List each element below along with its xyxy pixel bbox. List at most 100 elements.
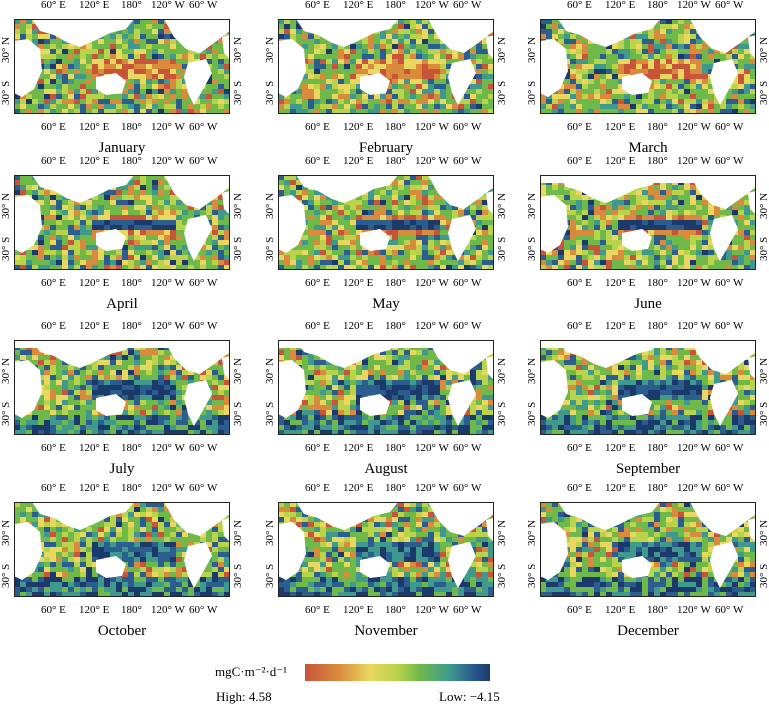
map-september	[540, 340, 756, 435]
colorbar-unit-label: mgC·m⁻²·d⁻¹	[215, 664, 288, 679]
lon-tick-top: 180°	[385, 482, 406, 494]
lon-tick-top: 60° E	[305, 0, 330, 11]
map-february	[278, 19, 494, 114]
lon-tick-bottom: 120° W	[677, 277, 711, 289]
lon-tick-bottom: 60° W	[715, 277, 744, 289]
lon-tick-top: 120° E	[79, 482, 110, 494]
lat-tick-right: 30° N	[758, 519, 769, 546]
lon-tick-bottom: 180°	[385, 442, 406, 454]
lat-tick-left: 30° N	[264, 192, 276, 219]
lon-tick-top: 60° E	[41, 155, 66, 167]
lat-tick-right: 30° S	[496, 236, 508, 261]
lat-tick-left: 30° N	[526, 519, 538, 546]
lon-tick-top: 120° E	[605, 320, 636, 332]
month-title: September	[615, 461, 681, 477]
lat-tick-left: 30° N	[0, 519, 12, 546]
month-title: May	[372, 296, 400, 312]
map-panel	[14, 19, 230, 114]
lon-tick-top: 60° W	[189, 155, 218, 167]
lat-tick-right: 30° N	[496, 36, 508, 63]
lon-tick-top: 120° W	[415, 0, 449, 11]
lon-tick-bottom: 120° E	[79, 442, 110, 454]
lon-tick-bottom: 60° W	[715, 121, 744, 133]
map-panel	[278, 175, 494, 270]
month-title: March	[628, 140, 668, 156]
lon-tick-top: 180°	[121, 155, 142, 167]
lat-tick-right: 30° S	[496, 80, 508, 105]
lon-tick-top: 120° E	[343, 155, 374, 167]
lat-tick-right: 30° N	[758, 357, 769, 384]
lon-tick-bottom: 60° E	[305, 277, 330, 289]
lon-tick-bottom: 120° E	[343, 121, 374, 133]
map-panel	[14, 175, 230, 270]
lat-tick-right: 30° N	[232, 357, 244, 384]
lon-tick-top: 120° W	[151, 0, 185, 11]
lon-tick-bottom: 180°	[121, 604, 142, 616]
lon-tick-bottom: 180°	[385, 277, 406, 289]
map-june	[540, 175, 756, 270]
map-panel	[14, 502, 230, 597]
lon-tick-top: 60° E	[567, 320, 592, 332]
lat-tick-right: 30° S	[758, 401, 769, 426]
lon-tick-bottom: 60° E	[305, 121, 330, 133]
lon-tick-bottom: 120° W	[415, 442, 449, 454]
map-panel	[278, 502, 494, 597]
map-panel	[278, 340, 494, 435]
lon-tick-bottom: 120° E	[343, 442, 374, 454]
map-october	[14, 502, 230, 597]
lat-tick-left: 30° S	[526, 401, 538, 426]
lon-tick-top: 60° E	[41, 320, 66, 332]
lat-tick-left: 30° S	[0, 80, 12, 105]
lon-tick-bottom: 60° W	[715, 442, 744, 454]
lon-tick-top: 60° W	[715, 0, 744, 11]
lon-tick-bottom: 120° W	[677, 121, 711, 133]
lon-tick-bottom: 120° E	[605, 604, 636, 616]
lon-tick-top: 120° W	[415, 155, 449, 167]
lon-tick-bottom: 60° W	[189, 121, 218, 133]
lat-tick-left: 30° N	[0, 357, 12, 384]
lon-tick-top: 180°	[121, 320, 142, 332]
lon-tick-top: 60° W	[189, 0, 218, 11]
lat-tick-left: 30° S	[526, 236, 538, 261]
lat-tick-right: 30° S	[232, 236, 244, 261]
lon-tick-top: 60° E	[305, 320, 330, 332]
lon-tick-bottom: 120° W	[677, 442, 711, 454]
month-title: February	[358, 140, 414, 156]
map-april	[14, 175, 230, 270]
lon-tick-top: 60° W	[715, 155, 744, 167]
lon-tick-bottom: 120° W	[151, 604, 185, 616]
lon-tick-top: 60° W	[453, 0, 482, 11]
lon-tick-top: 180°	[647, 482, 668, 494]
lon-tick-top: 120° E	[79, 0, 110, 11]
lon-tick-bottom: 60° E	[567, 442, 592, 454]
lon-tick-bottom: 60° W	[189, 604, 218, 616]
lon-tick-top: 120° W	[151, 155, 185, 167]
lon-tick-bottom: 120° W	[151, 121, 185, 133]
lat-tick-left: 30° N	[526, 36, 538, 63]
month-title: June	[634, 296, 662, 312]
lat-tick-right: 30° S	[496, 401, 508, 426]
lon-tick-bottom: 120° E	[605, 121, 636, 133]
lon-tick-top: 120° W	[415, 320, 449, 332]
lon-tick-bottom: 60° W	[453, 277, 482, 289]
lon-tick-bottom: 60° W	[453, 604, 482, 616]
lon-tick-top: 180°	[647, 155, 668, 167]
lat-tick-left: 30° N	[264, 36, 276, 63]
lat-tick-left: 30° S	[0, 401, 12, 426]
lon-tick-bottom: 180°	[121, 277, 142, 289]
map-july	[14, 340, 230, 435]
lon-tick-top: 60° E	[567, 0, 592, 11]
lon-tick-top: 60° E	[305, 155, 330, 167]
lon-tick-bottom: 60° E	[41, 121, 66, 133]
colorbar-low-label: Low: −4.15	[439, 689, 500, 704]
lon-tick-top: 120° E	[605, 482, 636, 494]
lat-tick-right: 30° N	[496, 519, 508, 546]
lon-tick-bottom: 120° W	[415, 277, 449, 289]
lon-tick-bottom: 120° W	[415, 604, 449, 616]
map-panel	[540, 502, 756, 597]
lat-tick-left: 30° N	[526, 192, 538, 219]
colorbar-high-label: High: 4.58	[216, 689, 272, 704]
lon-tick-top: 60° W	[715, 482, 744, 494]
lon-tick-top: 120° W	[677, 155, 711, 167]
lon-tick-top: 60° W	[453, 155, 482, 167]
